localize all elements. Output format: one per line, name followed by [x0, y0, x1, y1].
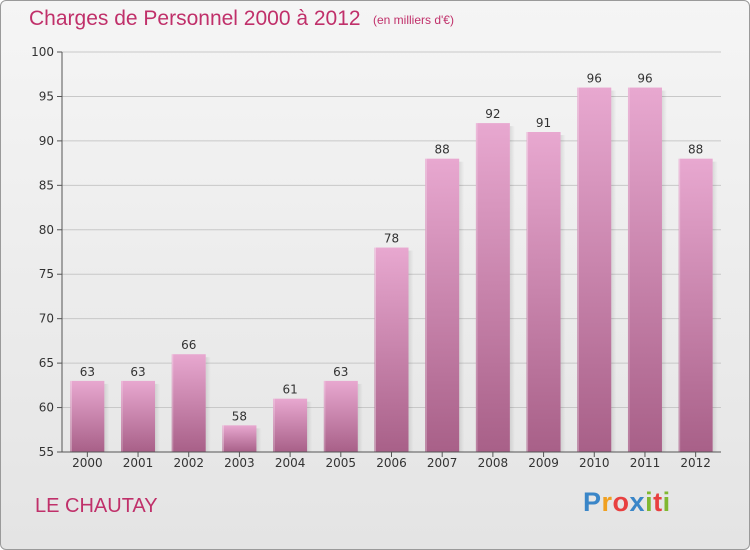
y-tick-label: 100 [31, 45, 54, 59]
x-tick-label: 2009 [528, 456, 559, 470]
data-label: 96 [637, 72, 652, 86]
bar [323, 380, 358, 452]
logo-letter: o [612, 487, 630, 517]
bar [577, 87, 612, 453]
y-tick-label: 65 [39, 356, 54, 370]
x-tick-label: 2008 [478, 456, 509, 470]
bar-shadow [661, 90, 667, 453]
bar [425, 158, 460, 452]
bar-shadow [408, 250, 414, 452]
bar-shadow [155, 383, 161, 452]
data-label: 78 [384, 232, 399, 246]
x-tick-label: 2001 [123, 456, 154, 470]
y-tick-label: 75 [39, 267, 54, 281]
logo-letter: t [653, 487, 663, 517]
data-label: 61 [282, 383, 297, 397]
bar-shadow [256, 428, 262, 452]
bar [70, 380, 105, 452]
logo-letter: i [662, 487, 671, 517]
bar-shadow [611, 90, 617, 453]
data-label: 88 [688, 143, 703, 157]
y-tick-label: 55 [39, 445, 54, 459]
bar-shadow [459, 161, 465, 452]
logo-letter: i [645, 487, 654, 517]
proxiti-logo: Proxiti [583, 487, 671, 518]
x-tick-label: 2002 [173, 456, 204, 470]
x-tick-label: 2006 [376, 456, 407, 470]
x-tick-label: 2007 [427, 456, 458, 470]
bars [70, 87, 718, 453]
bar-shadow [307, 401, 313, 452]
chart-subtitle: (en milliers d'€) [373, 13, 454, 27]
y-tick-label: 80 [39, 223, 54, 237]
x-tick-label: 2011 [630, 456, 661, 470]
commune-name: LE CHAUTAY [35, 495, 158, 517]
bar-shadow [205, 357, 211, 452]
bar [678, 158, 713, 452]
chart-title: Charges de Personnel 2000 à 2012 [29, 7, 361, 30]
x-tick-label: 2005 [326, 456, 357, 470]
x-tick-label: 2003 [224, 456, 255, 470]
x-tick-label: 2000 [72, 456, 103, 470]
y-tick-label: 60 [39, 401, 54, 415]
y-tick-label: 90 [39, 134, 54, 148]
data-label: 92 [485, 107, 500, 121]
bar-shadow [712, 161, 718, 452]
logo-letter: r [601, 487, 613, 517]
y-tick-label: 85 [39, 178, 54, 192]
data-label: 88 [435, 143, 450, 157]
bar [171, 354, 206, 452]
bar-shadow [560, 135, 566, 452]
logo-letter: x [629, 487, 646, 517]
data-label: 63 [80, 365, 95, 379]
bar [273, 398, 308, 452]
x-tick-label: 2012 [680, 456, 711, 470]
bar [374, 247, 409, 452]
y-tick-label: 95 [39, 89, 54, 103]
data-label: 63 [130, 365, 145, 379]
bar [475, 123, 510, 452]
axes: 55 60 65 70 75 80 85 90 95 100 2000 2001 2002 2003 200… [31, 45, 721, 470]
x-tick-label: 2004 [275, 456, 306, 470]
bar [627, 87, 662, 453]
logo-letter: P [583, 487, 602, 517]
bar-shadow [104, 383, 110, 452]
y-tick-label: 70 [39, 312, 54, 326]
data-label: 91 [536, 116, 551, 130]
bar [526, 132, 561, 452]
bar [222, 425, 257, 452]
x-tick-label: 2010 [579, 456, 610, 470]
data-label: 58 [232, 409, 247, 423]
data-label: 96 [587, 72, 602, 86]
data-labels: 63 63 66 58 61 63 78 88 92 91 96 96 88 [80, 72, 704, 424]
bar [121, 380, 156, 452]
bar-shadow [357, 383, 363, 452]
data-label: 63 [333, 365, 348, 379]
bar-shadow [509, 126, 515, 452]
data-label: 66 [181, 338, 196, 352]
